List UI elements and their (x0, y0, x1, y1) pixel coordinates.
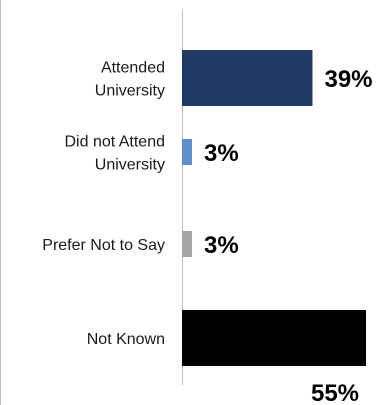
value-label-4: 55% (311, 380, 359, 405)
left-border-line (0, 0, 1, 405)
category-label-4: Not Known (87, 331, 165, 348)
category-label-1: Attended University (95, 60, 165, 100)
bar-4 (182, 310, 366, 366)
category-label-3: Prefer Not to Say (42, 237, 165, 254)
bar-3 (182, 231, 193, 257)
value-label-3: 3% (204, 232, 239, 259)
bar-2 (182, 139, 193, 165)
value-label-1: 39% (324, 66, 372, 93)
category-label-2: Did not Attend University (64, 134, 165, 174)
bar-1 (182, 50, 313, 106)
value-label-2: 3% (204, 140, 239, 167)
